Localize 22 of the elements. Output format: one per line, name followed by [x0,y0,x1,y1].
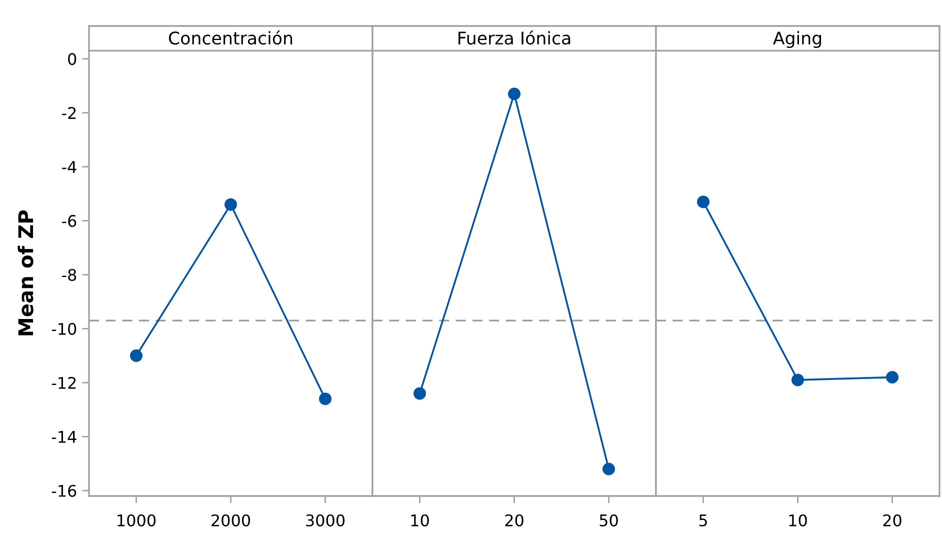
x-tick-label: 3000 [306,514,345,526]
y-tick-label: -6 [62,214,76,228]
x-tick-label: 10 [789,514,807,526]
y-tick-label: -8 [62,268,76,281]
y-tick-label: -10 [52,322,76,335]
y-tick-label: -4 [62,161,76,173]
x-tick-label: 5 [699,514,707,526]
y-tick-label: -2 [62,106,76,119]
x-tick-label: 2000 [212,514,250,526]
chart-title: Aging [773,31,822,48]
x-tick-label: 20 [505,514,524,526]
y-tick-label: 0 [68,53,76,66]
chart-title: Concentración [168,30,292,45]
y-tick-label: -14 [52,431,76,443]
x-tick-label: 10 [411,514,429,526]
chart-title: Fuerza Iónica [458,30,570,45]
y-axis-title: Mean of ZP [18,210,34,336]
x-tick-label: 50 [600,514,618,526]
x-tick-label: 1000 [118,514,156,526]
y-tick-label: -16 [52,484,76,497]
x-tick-label: 20 [883,514,902,526]
y-tick-label: -12 [52,376,76,389]
